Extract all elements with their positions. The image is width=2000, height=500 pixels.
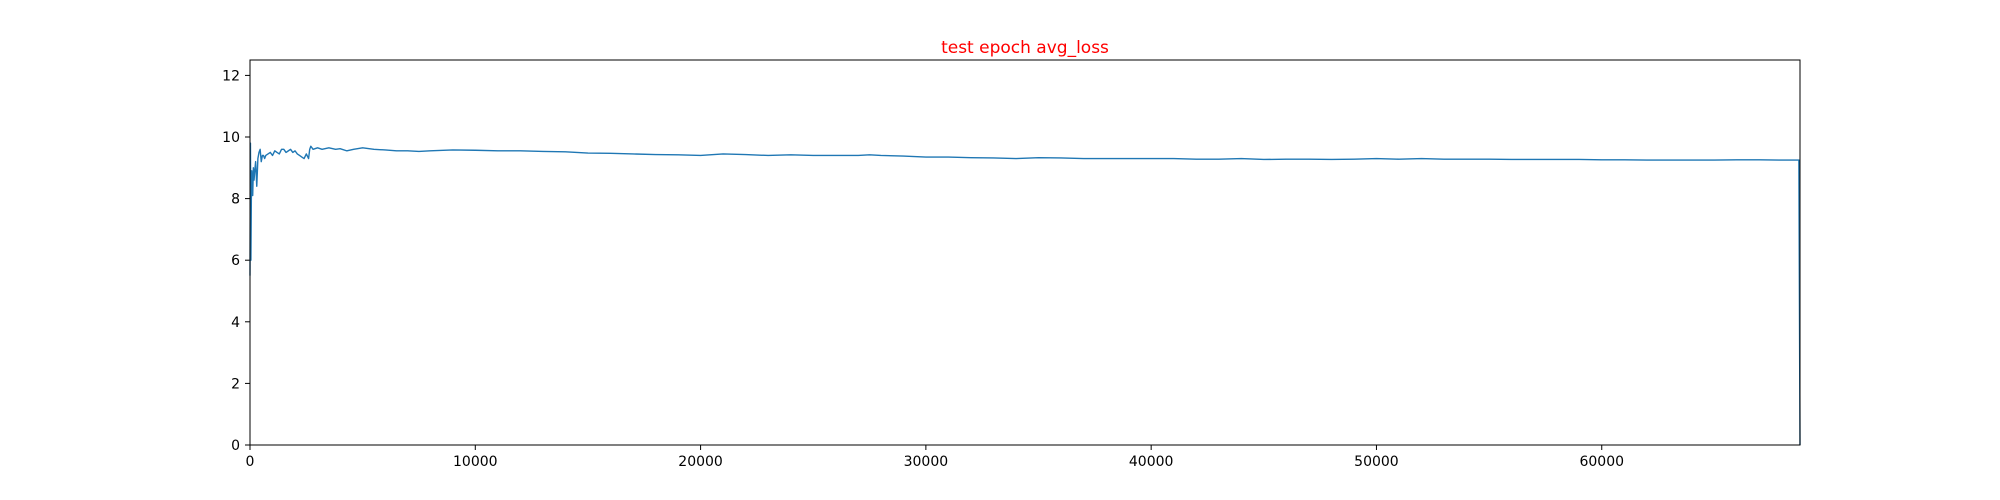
y-tick-label: 8 (231, 192, 240, 208)
y-tick-label: 6 (231, 253, 240, 269)
chart-title: test epoch avg_loss (941, 38, 1109, 58)
plot-area (249, 142, 1801, 446)
y-tick-label: 10 (222, 130, 240, 146)
y-tick-label: 0 (231, 438, 240, 454)
x-tick-label: 60000 (1579, 454, 1624, 470)
x-tick-label: 50000 (1354, 454, 1399, 470)
x-tick-label: 10000 (453, 454, 498, 470)
y-tick-label: 12 (222, 68, 240, 84)
x-tick-label: 40000 (1129, 454, 1174, 470)
x-tick-label: 30000 (904, 454, 949, 470)
y-axis: 0 2 4 6 8 10 12 (222, 68, 250, 454)
plot-frame (249, 59, 1801, 446)
y-tick-label: 4 (231, 315, 240, 331)
x-tick-label: 0 (246, 454, 255, 470)
series-line (249, 142, 1801, 446)
x-axis: 0 10000 20000 30000 40000 50000 60000 (246, 445, 1624, 470)
x-tick-label: 20000 (678, 454, 723, 470)
y-tick-label: 2 (231, 376, 240, 392)
